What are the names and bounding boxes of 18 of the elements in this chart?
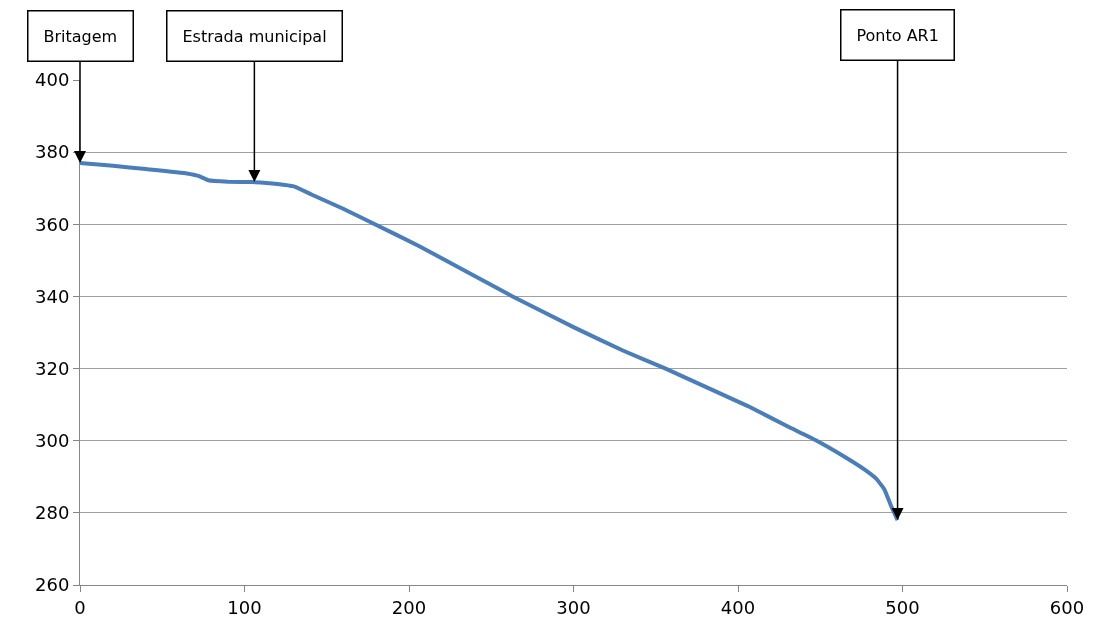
annotation: Estrada municipal <box>182 26 327 46</box>
y-tick-label: 360 <box>35 213 70 235</box>
x-tick-label: 500 <box>885 596 920 618</box>
x-tick-label: 600 <box>1049 596 1085 618</box>
y-tick-label: 300 <box>35 430 70 452</box>
y-tick-label: 280 <box>35 502 70 524</box>
x-tick-label: 0 <box>74 596 86 618</box>
y-tick-label: 320 <box>35 357 70 379</box>
y-tick-label: 260 <box>35 574 70 596</box>
y-tick-label: 380 <box>35 141 70 163</box>
annotation: Britagem <box>43 26 118 46</box>
annotation: Ponto AR1 <box>856 25 939 45</box>
y-tick-label: 340 <box>35 285 70 307</box>
x-tick-label: 400 <box>720 596 756 618</box>
x-tick-label: 300 <box>556 596 591 618</box>
y-tick-label: 400 <box>35 69 70 91</box>
x-tick-label: 100 <box>227 596 262 618</box>
x-tick-label: 200 <box>391 596 427 618</box>
